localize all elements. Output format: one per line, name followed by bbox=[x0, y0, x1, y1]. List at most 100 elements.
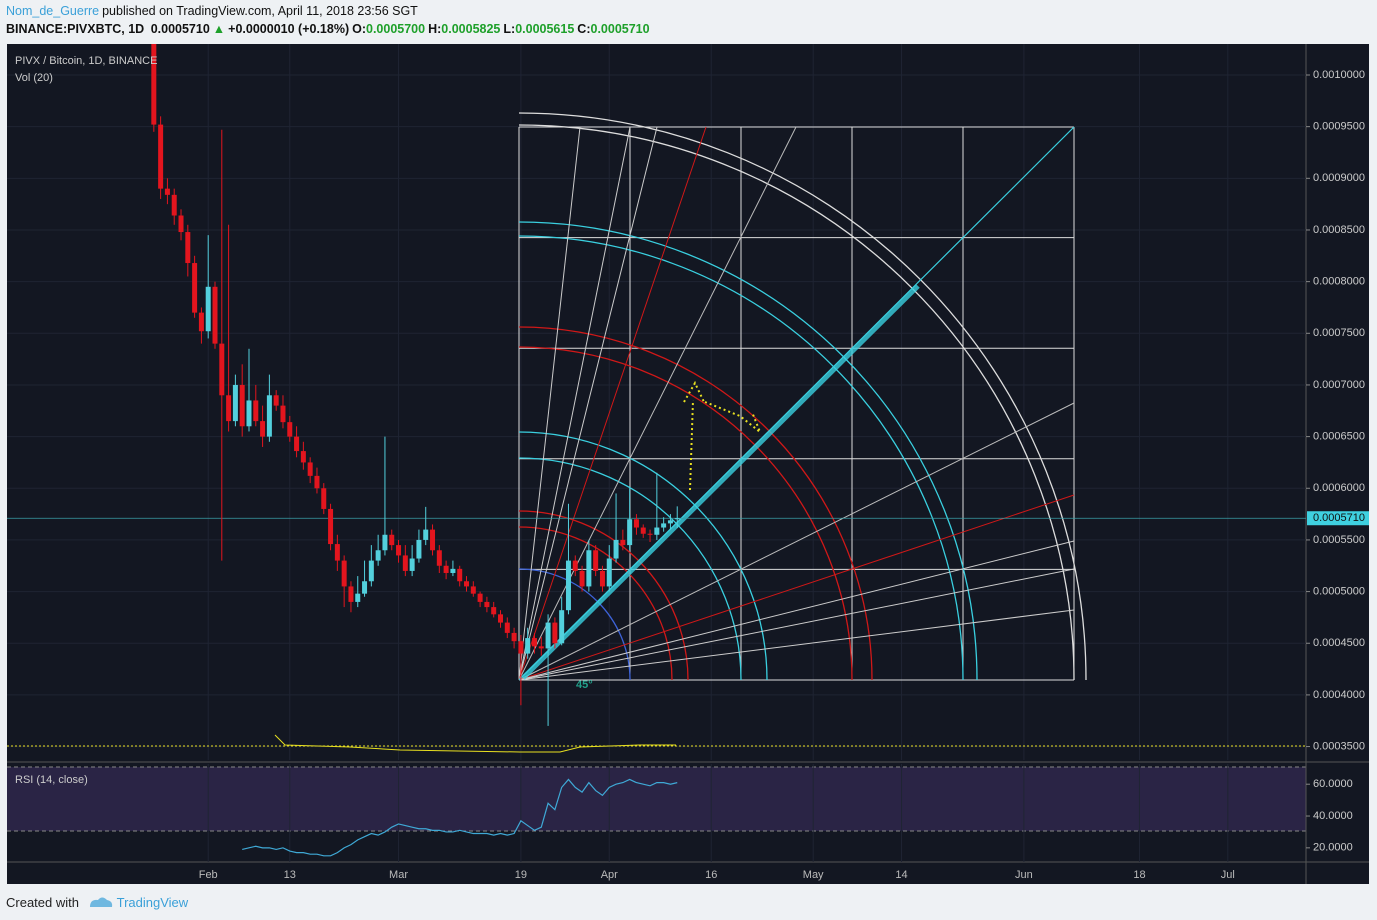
y-tick-label: 0.0007500 bbox=[1313, 327, 1365, 339]
ohlc-value: 0.0005615 bbox=[515, 22, 575, 36]
x-tick-label: 18 bbox=[1133, 869, 1145, 881]
candle-body bbox=[239, 384, 245, 427]
y-tick-label: 0.0009500 bbox=[1313, 121, 1365, 133]
candle-body bbox=[613, 539, 619, 559]
candle-body bbox=[212, 286, 218, 344]
candle-body bbox=[368, 560, 374, 582]
candle-body bbox=[334, 544, 340, 561]
candle-body bbox=[158, 124, 164, 189]
y-tick-label: 0.0006500 bbox=[1313, 431, 1365, 443]
candle-body bbox=[654, 527, 660, 535]
candle-body bbox=[355, 593, 361, 602]
candle-body bbox=[450, 568, 456, 573]
candle-body bbox=[430, 529, 436, 551]
gann-fan-main bbox=[521, 284, 920, 680]
candle-body bbox=[300, 451, 306, 463]
candle-body bbox=[294, 436, 300, 452]
candle-body bbox=[416, 539, 422, 559]
y-tick-label: 20.0000 bbox=[1313, 842, 1353, 854]
candle-body bbox=[674, 518, 680, 520]
candle-body bbox=[280, 405, 286, 423]
gann-fan bbox=[518, 126, 658, 681]
candle-body bbox=[389, 534, 395, 546]
arrow: ▲ bbox=[212, 22, 226, 36]
candle-body bbox=[436, 550, 442, 566]
candle-body bbox=[232, 384, 238, 422]
y-tick-label: 0.0005500 bbox=[1313, 534, 1365, 546]
header-line: Nom_de_Guerre published on TradingView.co… bbox=[6, 4, 421, 18]
brand-logo bbox=[90, 897, 113, 907]
candle-body bbox=[606, 558, 612, 587]
candle-body bbox=[362, 581, 368, 594]
x-tick-label: May bbox=[803, 869, 824, 881]
candle-body bbox=[640, 527, 646, 534]
candle-body bbox=[443, 565, 449, 573]
brand[interactable]: TradingView bbox=[116, 895, 189, 910]
footer: Created with TradingView bbox=[6, 895, 188, 910]
author[interactable]: Nom_de_Guerre bbox=[6, 4, 100, 18]
gann-fan bbox=[518, 609, 1075, 681]
y-tick-label: 0.0008500 bbox=[1313, 224, 1365, 236]
candle-body bbox=[198, 312, 204, 332]
rsi-band bbox=[7, 767, 1306, 831]
x-tick-label: 14 bbox=[895, 869, 907, 881]
gann-fan bbox=[518, 126, 631, 681]
gann-fan bbox=[518, 494, 1075, 681]
ohlc-value: 0.0005710 bbox=[590, 22, 650, 36]
x-tick-label: 13 bbox=[284, 869, 296, 881]
candle-body bbox=[647, 533, 653, 535]
candle-body bbox=[586, 550, 592, 587]
gann-arc bbox=[518, 124, 1075, 681]
candle-body bbox=[246, 400, 252, 427]
candle-body bbox=[531, 638, 537, 647]
gann-arc bbox=[518, 346, 853, 681]
candle-body bbox=[178, 215, 184, 233]
candle-body bbox=[348, 586, 354, 602]
candle-body bbox=[511, 632, 517, 642]
gann-arc bbox=[518, 221, 978, 681]
candle-body bbox=[151, 44, 157, 125]
published: published on TradingView.com, April 11, … bbox=[102, 4, 418, 18]
x-tick-label: 19 bbox=[515, 869, 527, 881]
y-tick-label: 0.0009000 bbox=[1313, 172, 1365, 184]
candle-body bbox=[552, 622, 558, 644]
candle-body bbox=[192, 263, 198, 313]
x-tick-label: Jun bbox=[1015, 869, 1033, 881]
y-tick-label: 0.0010000 bbox=[1313, 69, 1365, 81]
candle-body bbox=[545, 622, 551, 649]
candle-body bbox=[593, 550, 599, 571]
y-tick-label: 0.0004000 bbox=[1313, 689, 1365, 701]
frame bbox=[7, 44, 1369, 884]
candle-body bbox=[572, 560, 578, 571]
gann-fan bbox=[518, 568, 1075, 681]
y-tick-label: 0.0006000 bbox=[1313, 482, 1365, 494]
candle-body bbox=[307, 462, 313, 476]
candle-body bbox=[518, 641, 524, 654]
gann-fan bbox=[518, 126, 707, 681]
price: 0.0005710 bbox=[150, 22, 210, 36]
ohlc-label: O: bbox=[352, 22, 366, 36]
candle-body bbox=[464, 581, 470, 587]
y-tick-label: 0.0005000 bbox=[1313, 585, 1365, 597]
candle-body bbox=[253, 400, 259, 422]
candle-body bbox=[171, 194, 177, 216]
x-tick-label: Jul bbox=[1221, 869, 1235, 881]
candle-body bbox=[525, 638, 531, 654]
candle-body bbox=[219, 343, 225, 396]
candle-body bbox=[321, 488, 327, 509]
candle-body bbox=[260, 421, 266, 437]
candle-body bbox=[341, 560, 347, 587]
gann-fan bbox=[518, 540, 1075, 681]
change: +0.0000010 (+0.18%) bbox=[228, 22, 350, 36]
candle-body bbox=[164, 188, 170, 195]
annotation-arrow bbox=[683, 380, 763, 491]
y-tick-label: 40.0000 bbox=[1313, 810, 1353, 822]
candle-body bbox=[484, 601, 490, 608]
candle-body bbox=[273, 395, 279, 406]
candle-body bbox=[205, 286, 211, 332]
candle-body bbox=[423, 529, 429, 540]
created: Created with bbox=[6, 895, 79, 910]
gann-arc bbox=[518, 112, 1087, 681]
